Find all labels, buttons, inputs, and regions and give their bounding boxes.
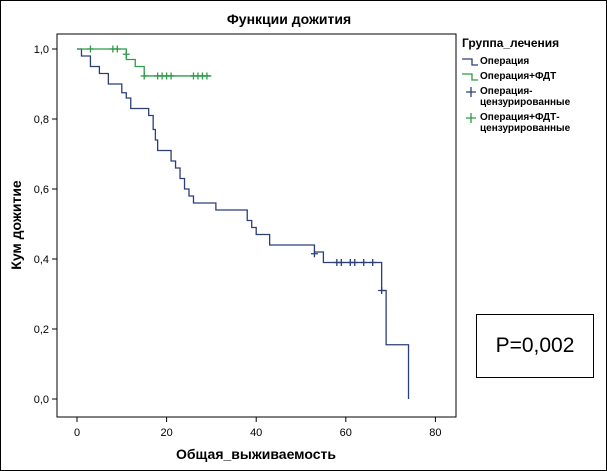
censor-mark-surgery-pdt: [122, 50, 130, 58]
censor-mark-surgery: [369, 259, 377, 266]
censor-mark-surgery-pdt: [203, 72, 211, 80]
censor-mark-surgery-pdt: [140, 72, 148, 80]
censor-mark-surgery: [310, 250, 318, 258]
y-tick-label: 0,8: [34, 114, 49, 126]
legend: Операция Операция+ФДТ Операция-цензурирова…: [462, 56, 571, 134]
censor-mark-surgery: [378, 287, 386, 294]
x-tick-label: 80: [429, 427, 441, 439]
censor-mark-surgery: [360, 259, 368, 266]
legend-line-swatch: [462, 58, 478, 66]
plot-area-border: [56, 33, 457, 418]
x-tick-label: 0: [74, 427, 80, 439]
legend-label: Операция-: [480, 86, 533, 97]
survival-curve-surgery-pdt: [77, 48, 212, 77]
x-tick-label: 20: [160, 427, 172, 439]
y-tick-label: 0,2: [34, 324, 49, 336]
survival-curves: [77, 45, 410, 399]
legend-label: цензурированные: [480, 97, 571, 108]
censor-mark-surgery-pdt: [167, 72, 175, 80]
p-value-box: P=0,002: [476, 314, 594, 378]
legend-line-swatch: [462, 73, 478, 81]
censor-mark-surgery-pdt: [86, 45, 94, 53]
legend-title: Группа_лечения: [462, 36, 559, 50]
y-axis-label: Кум дожитие: [8, 180, 24, 270]
survival-curve-surgery: [77, 48, 410, 399]
x-tick-label: 60: [340, 427, 352, 439]
y-tick-label: 0,6: [34, 184, 49, 196]
legend-censor-swatch: [466, 113, 476, 123]
legend-censor-swatch: [466, 87, 476, 97]
censor-mark-surgery-pdt: [113, 45, 121, 53]
legend-label: Операция+ФДТ: [480, 71, 556, 82]
censor-mark-surgery: [351, 259, 359, 266]
x-axis-ticks: 0 20 40 60 80: [74, 417, 442, 439]
legend-label: цензурированные: [480, 123, 571, 134]
chart-title: Функции дожития: [227, 11, 351, 27]
x-tick-label: 40: [250, 427, 262, 439]
x-axis-label: Общая_выживаемость: [176, 446, 336, 462]
y-tick-label: 1,0: [34, 44, 49, 56]
legend-label: Операция+ФДТ-: [480, 112, 560, 123]
p-value-text: P=0,002: [495, 334, 575, 357]
legend-label: Операция: [480, 56, 529, 67]
y-tick-label: 0,0: [34, 394, 49, 406]
y-axis-ticks: 0,0 0,2 0,4 0,6 0,8 1,0: [34, 44, 57, 406]
y-tick-label: 0,4: [34, 254, 49, 266]
censor-mark-surgery: [337, 259, 345, 266]
